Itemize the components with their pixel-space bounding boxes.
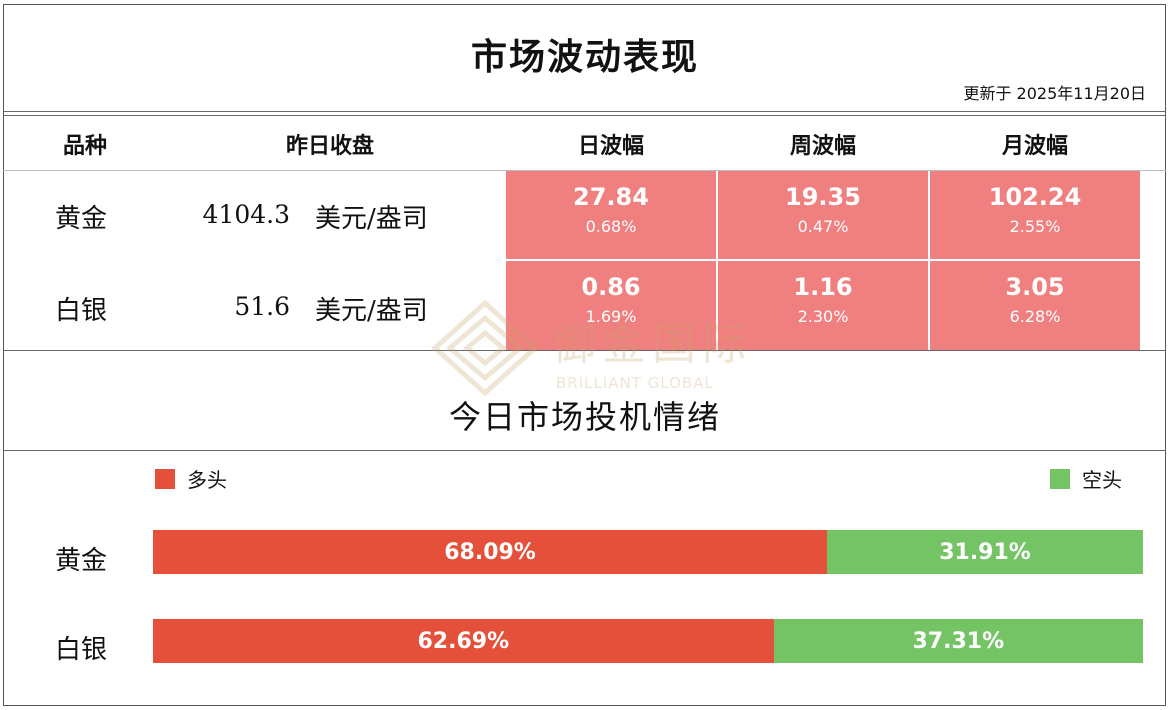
brand-watermark: 御金国际 BRILLIANT GLOBAL (430, 298, 746, 402)
update-date: 更新于 2025年11月20日 (963, 84, 1146, 103)
brand-logo-icon (431, 299, 539, 397)
gold-weekly-cell: 19.35 0.47% (718, 171, 928, 259)
sentiment-silver-label: 白银 (55, 635, 108, 665)
watermark-en: BRILLIANT GLOBAL (556, 374, 714, 392)
silver-monthly-pct: 6.28% (1009, 307, 1061, 326)
silver-daily-pct: 1.69% (585, 307, 637, 326)
long-pct: 68.09% (444, 539, 536, 565)
gold-monthly-value: 102.24 (988, 183, 1082, 211)
legend-short: 空头 (1050, 464, 1122, 493)
header-daily: 日波幅 (577, 133, 644, 159)
short-pct: 37.31% (912, 628, 1005, 654)
long-segment: 62.69% (153, 619, 774, 663)
header-weekly: 周波幅 (789, 133, 856, 159)
gold-monthly-cell: 102.24 2.55% (930, 171, 1140, 259)
gold-monthly-pct: 2.55% (1009, 217, 1061, 236)
sentiment-bar-silver: 62.69% 37.31% (153, 619, 1143, 663)
gold-weekly-pct: 0.47% (797, 217, 849, 236)
header-close: 昨日收盘 (285, 133, 374, 159)
silver-daily-cell: 0.86 1.69% (506, 261, 716, 350)
divider (3, 350, 1166, 351)
gold-daily-value: 27.84 (573, 183, 649, 211)
silver-weekly-cell: 1.16 2.30% (718, 261, 928, 350)
short-segment: 37.31% (773, 619, 1143, 663)
silver-daily-value: 0.86 (581, 273, 641, 301)
sentiment-bar-gold: 68.09% 31.91% (153, 530, 1143, 574)
gold-weekly-value: 19.35 (785, 183, 861, 211)
silver-weekly-value: 1.16 (793, 273, 853, 301)
silver-weekly-pct: 2.30% (797, 307, 849, 326)
watermark-cn: 御金国际 (552, 319, 752, 370)
row-gold-label: 黄金 (55, 204, 108, 234)
legend-long: 多头 (155, 464, 227, 493)
header-variety: 品种 (62, 133, 107, 159)
silver-monthly-cell: 3.05 6.28% (930, 261, 1140, 350)
gold-daily-cell: 27.84 0.68% (506, 171, 716, 259)
long-pct: 62.69% (417, 628, 510, 654)
legend-short-swatch (1050, 468, 1070, 489)
gold-unit: 美元/盎司 (315, 204, 428, 234)
divider (3, 111, 1166, 112)
sentiment-gold-label: 黄金 (55, 546, 108, 576)
long-segment: 68.09% (153, 530, 828, 574)
page-title: 市场波动表现 (470, 36, 699, 78)
row-silver-label: 白银 (55, 296, 108, 326)
divider (3, 115, 1166, 116)
short-pct: 31.91% (939, 539, 1031, 565)
gold-daily-pct: 0.68% (585, 217, 637, 236)
silver-monthly-value: 3.05 (1005, 273, 1065, 301)
panel-frame (3, 4, 1166, 706)
silver-unit: 美元/盎司 (315, 296, 428, 326)
silver-close: 51.6 (234, 292, 290, 321)
legend-long-label: 多头 (187, 468, 227, 492)
divider (3, 170, 1166, 171)
gold-close: 4104.3 (202, 200, 290, 229)
sentiment-title: 今日市场投机情绪 (448, 398, 721, 436)
short-segment: 31.91% (827, 530, 1143, 574)
legend-long-swatch (155, 468, 175, 489)
legend-short-label: 空头 (1082, 468, 1122, 492)
divider (3, 450, 1166, 451)
header-monthly: 月波幅 (1001, 133, 1068, 159)
